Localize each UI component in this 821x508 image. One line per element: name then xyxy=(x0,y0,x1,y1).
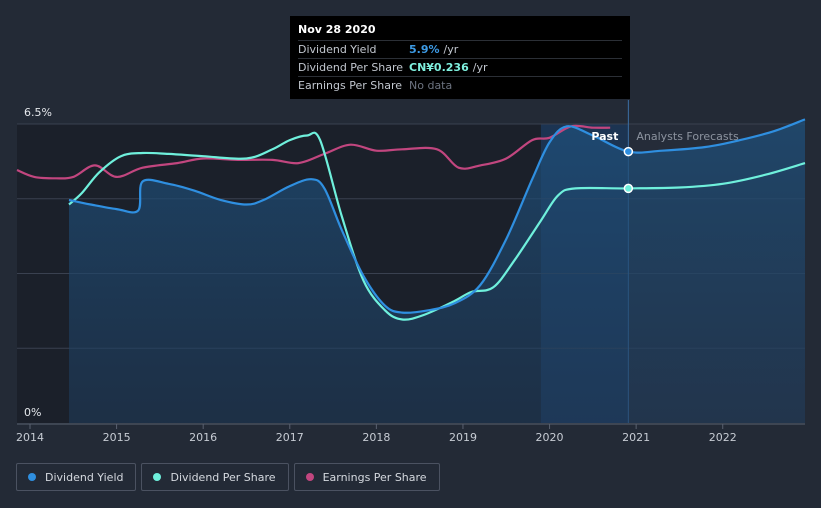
x-tick-label: 2015 xyxy=(103,431,131,444)
tooltip-label: Dividend Per Share xyxy=(298,61,404,74)
legend-label: Earnings Per Share xyxy=(322,470,427,484)
chart-tooltip: Nov 28 2020 Dividend Yield 5.9% /yr Divi… xyxy=(290,16,630,99)
legend-dot-icon xyxy=(305,473,314,481)
series-line-dividend-per-share xyxy=(68,131,806,321)
tooltip-row-dividend-yield: Dividend Yield 5.9% /yr xyxy=(298,40,622,58)
tooltip-label: Dividend Yield xyxy=(298,43,377,56)
tooltip-row-dividend-per-share: Dividend Per Share CN¥0.236 /yr xyxy=(298,58,622,76)
legend-label: Dividend Yield xyxy=(45,470,124,484)
y-tick-label-bottom: 0% xyxy=(24,406,41,419)
legend-label: Dividend Per Share xyxy=(170,470,276,484)
tooltip-label: Earnings Per Share xyxy=(298,79,403,92)
tooltip-unit: /yr xyxy=(443,43,459,56)
x-tick-label: 2016 xyxy=(189,431,217,444)
tooltip-value: CN¥0.236 xyxy=(409,61,469,74)
chart-legend: Dividend Yield Dividend Per Share Earnin… xyxy=(16,463,440,491)
tooltip-value: No data xyxy=(409,79,453,92)
legend-dividend-per-share-button[interactable]: Dividend Per Share xyxy=(141,463,289,491)
legend-earnings-per-share-button[interactable]: Earnings Per Share xyxy=(293,463,440,491)
legend-dot-icon xyxy=(153,473,162,481)
marker-dividend-per-share xyxy=(623,183,634,194)
forecast-label: Analysts Forecasts xyxy=(636,130,739,143)
tooltip-unit: /yr xyxy=(472,61,488,74)
marker-dividend-yield xyxy=(623,146,634,157)
legend-dot-icon xyxy=(28,473,36,481)
x-tick-label: 2018 xyxy=(362,431,390,444)
y-tick-label-top: 6.5% xyxy=(24,106,52,119)
legend-dividend-yield-button[interactable]: Dividend Yield xyxy=(16,463,137,491)
x-tick-label: 2022 xyxy=(709,431,737,444)
x-tick-label: 2019 xyxy=(449,431,477,444)
x-tick-label: 2014 xyxy=(16,431,44,444)
tooltip-value: 5.9% xyxy=(409,43,440,56)
tooltip-row-earnings-per-share: Earnings Per Share No data xyxy=(298,76,622,94)
tooltip-date: Nov 28 2020 xyxy=(298,23,376,36)
x-tick-label: 2020 xyxy=(536,431,564,444)
past-label: Past xyxy=(591,130,618,143)
x-tick-label: 2017 xyxy=(276,431,304,444)
dividend-yield-area xyxy=(69,119,805,424)
x-tick-label: 2021 xyxy=(622,431,650,444)
